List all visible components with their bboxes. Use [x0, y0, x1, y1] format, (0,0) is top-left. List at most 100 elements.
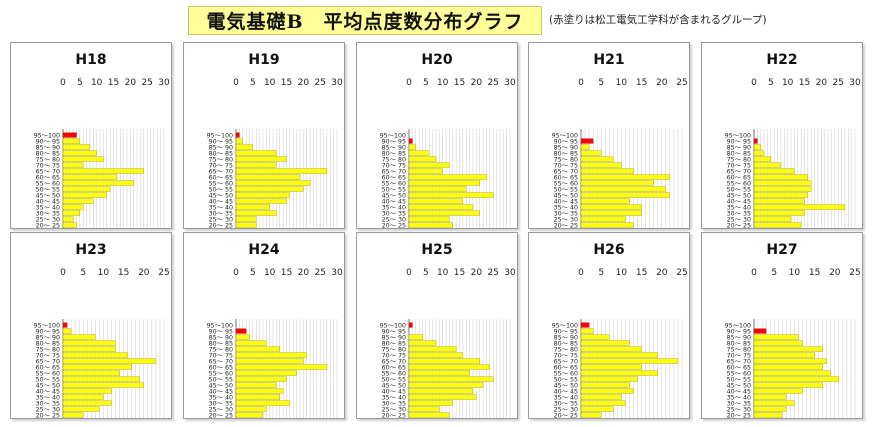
y-tick-label: 35～ 40 — [727, 395, 751, 402]
y-tick-label: 20～ 25 — [382, 223, 406, 229]
x-tick-label: 0 — [751, 268, 757, 278]
y-tick-label: 85～ 90 — [382, 145, 406, 152]
bar — [753, 364, 823, 370]
highlight-bar — [62, 322, 68, 328]
bar — [235, 400, 291, 406]
bar — [408, 334, 423, 340]
y-tick-label: 65～ 70 — [727, 169, 751, 176]
bar — [753, 198, 805, 204]
bar — [62, 210, 81, 216]
x-tick-label: 25 — [849, 268, 860, 278]
bar — [753, 400, 795, 406]
bar — [753, 394, 787, 400]
bar — [753, 180, 812, 186]
bar — [753, 370, 831, 376]
y-tick-label: 55～ 60 — [727, 181, 751, 188]
y-tick-label: 90～ 95 — [36, 329, 60, 336]
y-tick-label: 85～ 90 — [727, 145, 751, 152]
bar — [235, 174, 301, 180]
bar — [62, 144, 91, 150]
y-tick-label: 95～100 — [552, 323, 578, 330]
y-tick-label: 85～ 90 — [554, 145, 578, 152]
y-tick-label: 40～ 45 — [382, 389, 406, 396]
x-tick-label: 15 — [108, 78, 119, 88]
bar — [235, 198, 287, 204]
y-tick-label: 85～ 90 — [36, 335, 60, 342]
x-tick-label: 10 — [264, 78, 276, 88]
y-tick-label: 75～ 80 — [727, 157, 751, 164]
y-tick-label: 55～ 60 — [36, 181, 60, 188]
bar — [62, 138, 81, 144]
y-tick-label: 45～ 50 — [727, 193, 751, 200]
bar — [753, 382, 823, 388]
bar — [235, 382, 277, 388]
bar — [580, 186, 667, 192]
chart-panel-h21: H21 0 5 10 15 20 25 95～100 90～ 95 85～ 90 80～ 85 75～… — [528, 42, 690, 229]
y-tick-label: 20～ 25 — [382, 413, 406, 419]
y-tick-label: 40～ 45 — [727, 389, 751, 396]
bar — [235, 364, 328, 370]
bar — [580, 216, 626, 222]
chart-panel-h20: H20 0 5 10 15 20 25 30 95～100 90～ 95 85～ 90 80～ 85 7… — [356, 42, 518, 229]
y-tick-label: 35～ 40 — [554, 205, 578, 212]
y-tick-label: 25～ 30 — [554, 407, 578, 414]
bar — [408, 198, 464, 204]
bar — [235, 346, 280, 352]
y-tick-label: 75～ 80 — [727, 347, 751, 354]
x-tick-label: 25 — [314, 78, 325, 88]
chart-panel-h18: H18 0 5 10 15 20 25 30 95～100 90～ 95 85～ 90 80～ 85 7… — [10, 42, 172, 229]
y-tick-label: 30～ 35 — [36, 211, 60, 218]
bar — [580, 204, 642, 210]
x-tick-label: 15 — [118, 268, 129, 278]
y-tick-label: 50～ 55 — [727, 187, 751, 194]
y-tick-label: 20～ 25 — [554, 413, 578, 419]
bar — [753, 174, 809, 180]
y-tick-label: 55～ 60 — [727, 371, 751, 378]
y-tick-label: 90～ 95 — [382, 139, 406, 146]
bar — [62, 346, 116, 352]
y-tick-label: 80～ 85 — [554, 151, 578, 158]
x-tick-label: 10 — [782, 78, 794, 88]
y-tick-label: 50～ 55 — [554, 377, 578, 384]
bar — [62, 180, 134, 186]
chart-panel-h26: H26 0 5 10 15 20 25 95～100 90～ 95 85～ 90 80～ 85 75～… — [528, 232, 690, 419]
y-tick-label: 30～ 35 — [382, 401, 406, 408]
bar — [408, 150, 430, 156]
y-tick-label: 20～ 25 — [554, 223, 578, 229]
bar — [580, 198, 630, 204]
y-tick-label: 65～ 70 — [36, 359, 60, 366]
chart-title: H18 — [75, 52, 106, 68]
chart-title: H27 — [766, 242, 797, 258]
y-tick-label: 40～ 45 — [727, 199, 751, 206]
bar — [408, 382, 484, 388]
bar — [408, 174, 487, 180]
bar — [62, 394, 104, 400]
chart-title: H23 — [75, 242, 106, 258]
bar — [408, 376, 494, 382]
chart-panel-h27: H27 0 5 10 15 20 25 95～100 90～ 95 85～ 90 80～ 85 75～… — [701, 232, 863, 419]
x-tick-label: 30 — [504, 78, 516, 88]
x-tick-label: 20 — [656, 268, 668, 278]
y-tick-label: 30～ 35 — [209, 401, 233, 408]
y-tick-label: 20～ 25 — [209, 223, 233, 229]
bar — [580, 210, 642, 216]
y-tick-label: 20～ 25 — [209, 413, 233, 419]
y-tick-label: 40～ 45 — [209, 389, 233, 396]
y-tick-label: 65～ 70 — [382, 169, 406, 176]
bar — [580, 328, 594, 334]
y-tick-label: 25～ 30 — [554, 217, 578, 224]
y-tick-label: 50～ 55 — [554, 187, 578, 194]
chart-panel-h23: H23 0 5 10 15 20 25 95～100 90～ 95 85～ 90 80～ 85 75～… — [10, 232, 172, 419]
highlight-bar — [753, 138, 758, 144]
bar — [753, 216, 792, 222]
y-tick-label: 65～ 70 — [554, 169, 578, 176]
bar — [408, 370, 470, 376]
bar — [580, 352, 658, 358]
bar — [580, 334, 610, 340]
x-tick-label: 25 — [487, 78, 498, 88]
bar — [408, 180, 480, 186]
bar — [62, 388, 112, 394]
x-tick-label: 25 — [832, 78, 843, 88]
